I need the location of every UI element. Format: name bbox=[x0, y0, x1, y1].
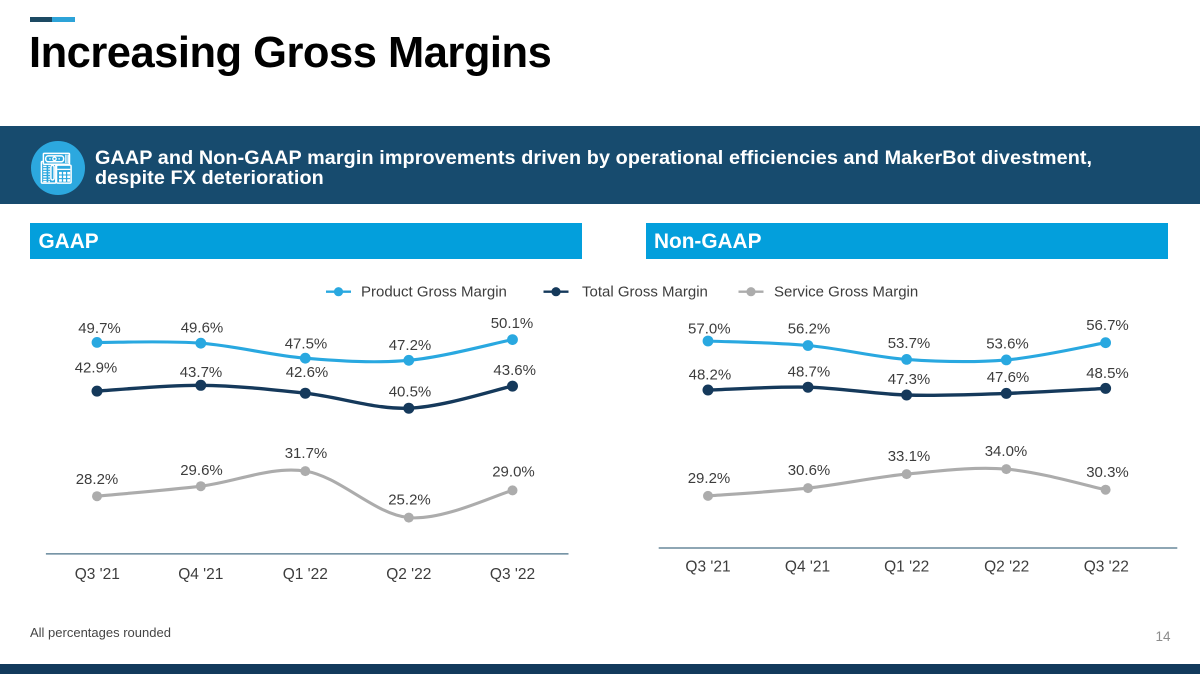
svg-text:Q3 '22: Q3 '22 bbox=[1084, 559, 1129, 576]
svg-text:Q3 '21: Q3 '21 bbox=[685, 559, 730, 576]
svg-text:Product Gross Margin: Product Gross Margin bbox=[361, 284, 507, 301]
svg-text:Q4 '21: Q4 '21 bbox=[785, 559, 830, 576]
svg-text:Q4 '21: Q4 '21 bbox=[178, 566, 223, 583]
svg-text:47.6%: 47.6% bbox=[987, 369, 1030, 386]
svg-text:53.6%: 53.6% bbox=[986, 335, 1029, 352]
svg-text:56.7%: 56.7% bbox=[1086, 317, 1129, 334]
svg-text:42.9%: 42.9% bbox=[75, 359, 118, 376]
svg-text:Q2 '22: Q2 '22 bbox=[386, 566, 431, 583]
svg-text:30.3%: 30.3% bbox=[1086, 464, 1129, 481]
svg-text:43.6%: 43.6% bbox=[493, 362, 536, 379]
svg-text:30.6%: 30.6% bbox=[788, 462, 831, 479]
svg-text:40.5%: 40.5% bbox=[389, 383, 432, 400]
svg-text:Q2 '22: Q2 '22 bbox=[984, 559, 1029, 576]
svg-text:Service Gross Margin: Service Gross Margin bbox=[774, 284, 918, 301]
svg-text:48.2%: 48.2% bbox=[689, 366, 732, 383]
svg-text:31.7%: 31.7% bbox=[285, 445, 328, 462]
svg-text:49.7%: 49.7% bbox=[78, 320, 121, 337]
svg-text:29.0%: 29.0% bbox=[492, 464, 535, 481]
svg-text:29.2%: 29.2% bbox=[688, 470, 731, 487]
svg-text:25.2%: 25.2% bbox=[388, 491, 431, 508]
svg-text:49.6%: 49.6% bbox=[181, 320, 224, 337]
svg-text:Q1 '22: Q1 '22 bbox=[283, 566, 328, 583]
svg-text:34.0%: 34.0% bbox=[985, 443, 1028, 460]
svg-text:Q3 '22: Q3 '22 bbox=[490, 566, 535, 583]
svg-text:28.2%: 28.2% bbox=[76, 471, 119, 488]
svg-text:Q3 '21: Q3 '21 bbox=[75, 566, 120, 583]
svg-text:29.6%: 29.6% bbox=[180, 462, 223, 479]
svg-text:56.2%: 56.2% bbox=[788, 320, 831, 337]
svg-text:33.1%: 33.1% bbox=[888, 448, 931, 465]
svg-text:47.2%: 47.2% bbox=[389, 337, 432, 354]
svg-text:47.5%: 47.5% bbox=[285, 336, 328, 353]
svg-text:Total Gross Margin: Total Gross Margin bbox=[582, 284, 708, 301]
svg-text:50.1%: 50.1% bbox=[491, 315, 534, 332]
svg-text:43.7%: 43.7% bbox=[180, 364, 223, 381]
svg-text:42.6%: 42.6% bbox=[286, 364, 329, 381]
svg-text:48.7%: 48.7% bbox=[788, 363, 831, 380]
svg-text:47.3%: 47.3% bbox=[888, 371, 931, 388]
svg-text:57.0%: 57.0% bbox=[688, 320, 731, 337]
svg-text:53.7%: 53.7% bbox=[888, 335, 931, 352]
svg-text:48.5%: 48.5% bbox=[1086, 365, 1129, 382]
svg-text:Q1 '22: Q1 '22 bbox=[884, 559, 929, 576]
